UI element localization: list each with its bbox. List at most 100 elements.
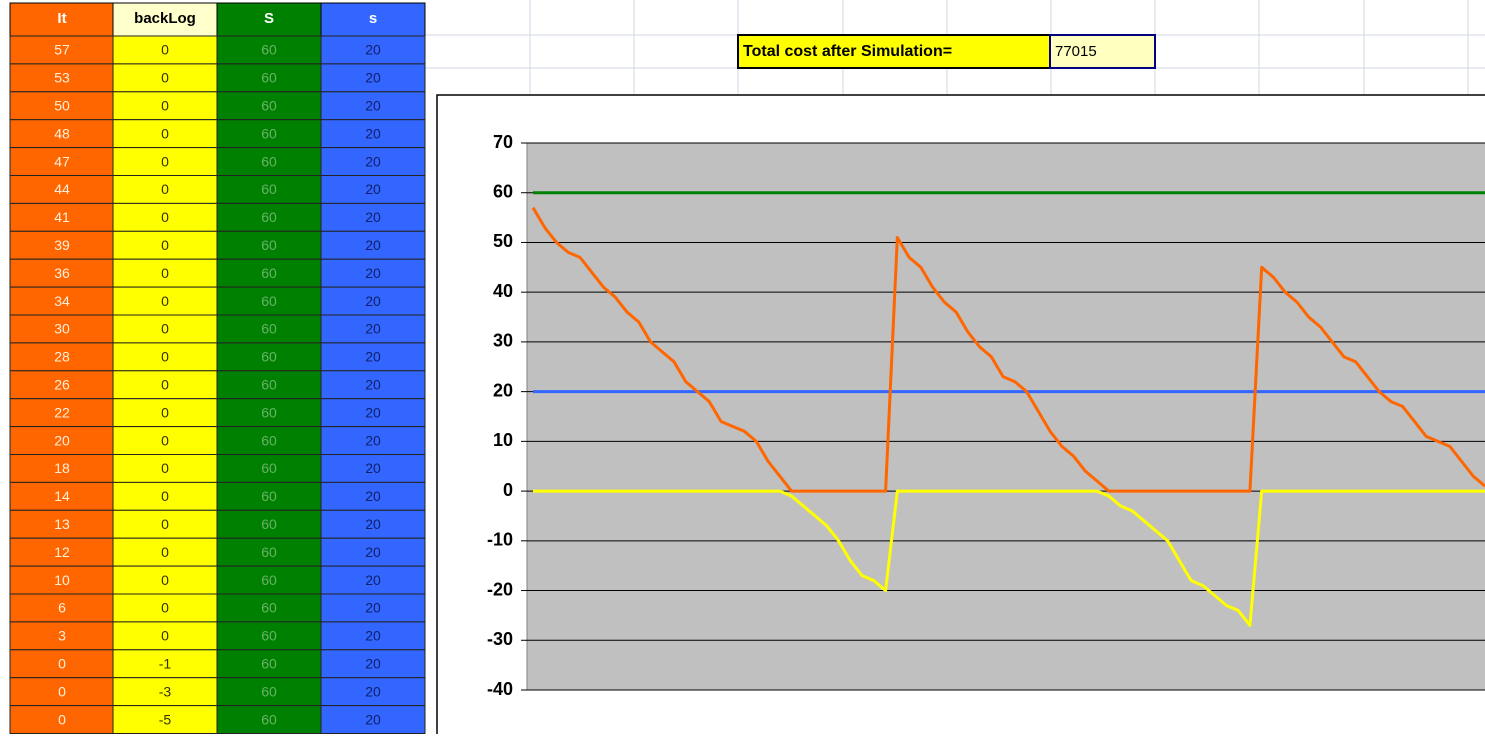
cell-text: 0 (161, 404, 169, 420)
cell-text: 20 (365, 293, 381, 309)
cell-text: 26 (54, 376, 70, 392)
cell-text: 34 (54, 293, 70, 309)
table-cell (9, 342, 115, 372)
y-tick-label: -10 (487, 530, 513, 550)
cell-text: 60 (261, 516, 277, 532)
y-tick-label: -30 (487, 629, 513, 649)
table-cell (112, 398, 218, 428)
cell-text: 60 (261, 321, 277, 337)
cell-text: -3 (159, 683, 172, 699)
cell-text: 60 (261, 265, 277, 281)
table-cell (320, 593, 426, 623)
table-cell (9, 537, 115, 567)
cell-text: 20 (365, 181, 381, 197)
cell-text: 60 (261, 711, 277, 727)
table-cell (9, 426, 115, 456)
cell-text: 60 (261, 404, 277, 420)
table-cell (112, 537, 218, 567)
table-cell (9, 286, 115, 316)
series-line (531, 206, 1485, 493)
cell-text: 0 (161, 488, 169, 504)
cell-text: 48 (54, 125, 70, 141)
cell-text: 0 (58, 655, 66, 671)
table-cell (320, 175, 426, 204)
table-cell (112, 509, 218, 539)
cell-text: 60 (261, 628, 277, 644)
cell-text: 0 (161, 376, 169, 392)
table-cell (320, 63, 426, 93)
cell-text: 20 (365, 404, 381, 420)
cell-text: 0 (161, 432, 169, 448)
cell-text: -5 (159, 711, 172, 727)
cell-text: 60 (261, 600, 277, 616)
cell-text: 18 (54, 460, 70, 476)
table-cell (216, 370, 322, 400)
table-cell (112, 481, 218, 511)
cell-text: 60 (261, 349, 277, 365)
table-cell (9, 91, 115, 121)
cell-text: 0 (161, 125, 169, 141)
cell-text: 60 (261, 544, 277, 560)
table-cell (320, 705, 426, 734)
cell-text: 60 (261, 432, 277, 448)
cell-text: 60 (261, 683, 277, 699)
cell-text: 20 (365, 237, 381, 253)
cell-text: 0 (161, 349, 169, 365)
table-cell (320, 565, 426, 595)
table-cell (9, 258, 115, 288)
table-cell (216, 258, 322, 288)
total-value-cell[interactable] (1049, 34, 1156, 69)
cell-text: 20 (365, 572, 381, 588)
cell-text: -1 (159, 655, 172, 671)
y-tick-label: 0 (503, 480, 513, 500)
table-cell (112, 258, 218, 288)
header-text: S (264, 10, 274, 27)
cell-text: 0 (161, 600, 169, 616)
table-cell (216, 509, 322, 539)
cell-text: 20 (365, 153, 381, 169)
cell-text: 0 (161, 572, 169, 588)
table-cell (216, 342, 322, 372)
cell-text: 57 (54, 42, 70, 58)
cell-text: 20 (365, 70, 381, 86)
cell-text: 20 (365, 265, 381, 281)
cell-text: 0 (161, 209, 169, 225)
cell-text: 47 (54, 153, 70, 169)
cell-text: 60 (261, 376, 277, 392)
header-cell (9, 2, 115, 37)
cell-text: 20 (365, 544, 381, 560)
header-cell (320, 2, 426, 37)
cell-text: 0 (161, 237, 169, 253)
cell-text: 0 (161, 460, 169, 476)
y-tick-label: 70 (493, 132, 513, 152)
table-cell (9, 398, 115, 428)
table-cell (320, 509, 426, 539)
cell-text: 20 (365, 488, 381, 504)
cell-text: 41 (54, 209, 70, 225)
cell-text: 0 (161, 628, 169, 644)
table-cell (216, 119, 322, 149)
y-tick-label: 30 (493, 331, 513, 351)
cell-text: 20 (365, 42, 381, 58)
plot-area (526, 142, 1485, 691)
cell-text: 30 (54, 321, 70, 337)
series-line (533, 489, 1485, 627)
cell-text: 10 (54, 572, 70, 588)
total-label-cell[interactable] (737, 34, 1051, 69)
cell-text: 60 (261, 70, 277, 86)
cell-text: 0 (161, 181, 169, 197)
table-cell (320, 649, 426, 679)
cell-text: 20 (365, 655, 381, 671)
cell-text: 60 (261, 125, 277, 141)
cell-text: 13 (54, 516, 70, 532)
total-label: Total cost after Simulation= (743, 43, 952, 60)
table-cell (320, 370, 426, 400)
table-cell (320, 621, 426, 651)
cell-text: 60 (261, 460, 277, 476)
cell-text: 20 (365, 516, 381, 532)
cell-text: 20 (365, 628, 381, 644)
table-cell (112, 202, 218, 232)
table-cell (9, 202, 115, 232)
cell-text: 20 (365, 349, 381, 365)
y-tick-label: 60 (493, 181, 513, 201)
